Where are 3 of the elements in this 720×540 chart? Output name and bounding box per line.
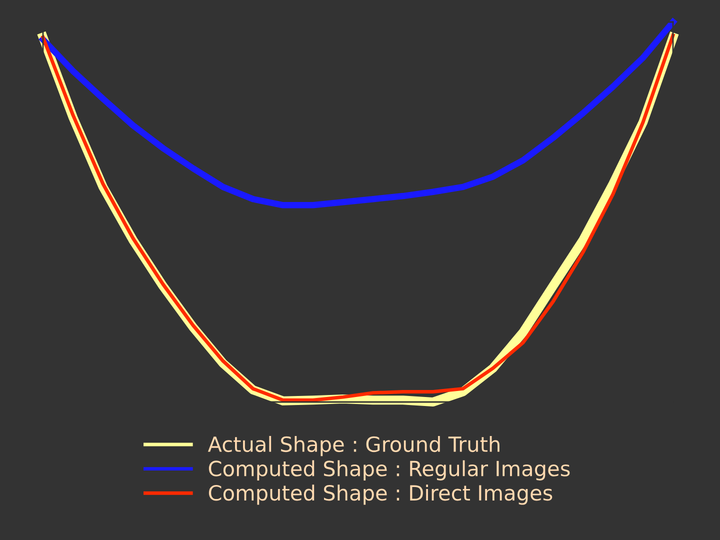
- legend-label: Computed Shape : Direct Images: [208, 484, 552, 505]
- legend-label: Actual Shape : Ground Truth: [208, 436, 500, 456]
- legend-label: Computed Shape : Regular Images: [208, 460, 570, 480]
